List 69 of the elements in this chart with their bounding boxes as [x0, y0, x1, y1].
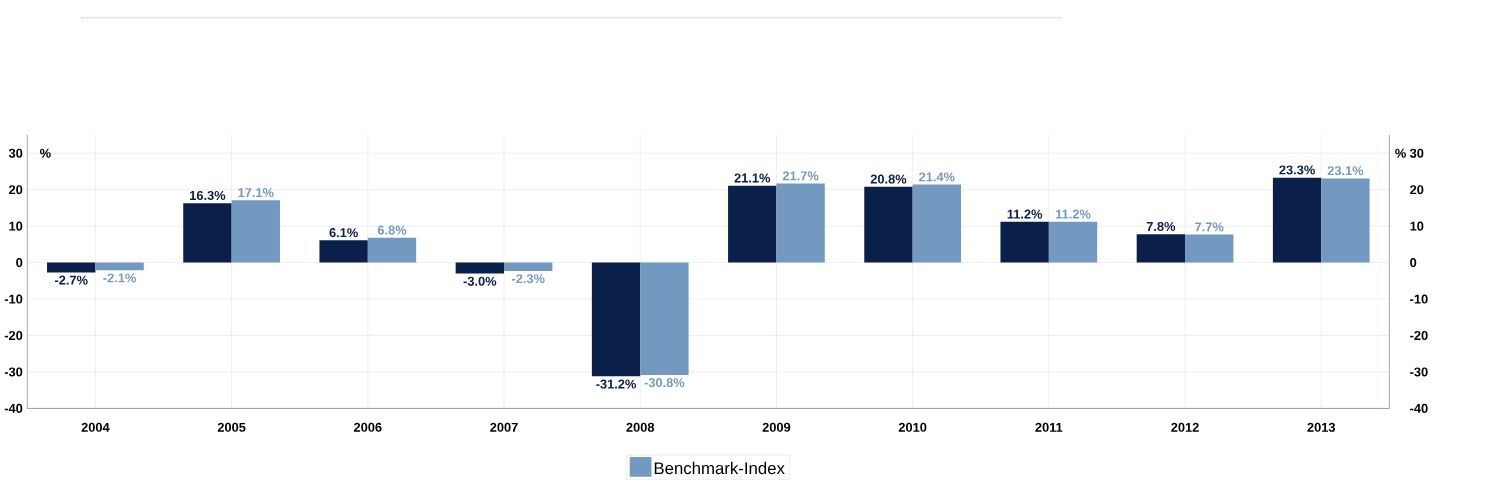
y2-tick-label: -20: [1410, 330, 1428, 341]
y-tick-label: -10: [4, 294, 23, 304]
y-tick-label: 30: [8, 148, 23, 158]
x-tick-label: 2007: [490, 422, 518, 432]
y-tick-label: -40: [4, 403, 23, 413]
data-label: 16.3%: [190, 190, 226, 200]
y-tick-label: 0: [16, 258, 23, 268]
bar: [1048, 221, 1098, 263]
x-tick-label: 2005: [217, 422, 246, 432]
y2-tick-label: 30: [1409, 148, 1424, 158]
bar: [1000, 221, 1049, 263]
y-tick-label: 20: [9, 185, 23, 195]
bar: [864, 186, 913, 263]
bar: [231, 200, 280, 263]
y2-tick-label: -30: [1410, 367, 1428, 377]
x-tick-label: 2006: [353, 422, 382, 432]
y2-tick-label: 20: [1410, 185, 1424, 195]
bar: [183, 203, 232, 263]
data-label: 7.7%: [1195, 222, 1224, 232]
bar: [1136, 234, 1186, 263]
bar: [912, 184, 961, 263]
x-tick-label: 2004: [81, 422, 110, 432]
data-label: 11.2%: [1007, 209, 1043, 219]
y-axis-title: %: [39, 148, 51, 158]
y2-tick-label: -40: [1410, 403, 1428, 413]
data-label: 6.1%: [329, 228, 358, 238]
y-tick-label: -30: [4, 367, 23, 377]
data-label: 7.8%: [1146, 221, 1176, 231]
data-label: -30.8%: [644, 378, 685, 388]
bar: [591, 262, 641, 377]
data-label: 21.7%: [782, 171, 819, 181]
data-label: 21.1%: [734, 173, 771, 183]
bar: [319, 240, 368, 263]
bar: [504, 262, 553, 271]
y2-tick-label: -10: [1410, 294, 1428, 304]
x-tick-label: 2008: [626, 422, 655, 432]
data-label: 23.3%: [1279, 165, 1315, 175]
x-tick-label: 2010: [898, 422, 927, 432]
data-label: -2.3%: [511, 274, 545, 284]
y-tick-label: -20: [4, 330, 23, 341]
bar: [1185, 234, 1234, 263]
bar: [776, 183, 825, 263]
y2-tick-label: 0: [1410, 258, 1417, 268]
y-tick-label: 10: [9, 221, 23, 231]
data-label: 21.4%: [919, 172, 955, 182]
bar: [455, 262, 505, 274]
data-label: -2.7%: [54, 275, 88, 285]
bar: [95, 262, 144, 271]
data-label: 20.8%: [870, 174, 907, 184]
data-label: 11.2%: [1055, 209, 1091, 219]
y2-tick-label: 10: [1410, 221, 1424, 231]
data-label: -3.0%: [463, 276, 497, 286]
data-label: 17.1%: [238, 188, 274, 198]
legend-label: Benchmark-Index: [654, 461, 785, 475]
data-label: -31.2%: [596, 379, 637, 389]
bar: [640, 262, 689, 375]
x-tick-label: 2011: [1035, 422, 1063, 432]
bar: [1272, 177, 1322, 263]
bar: [1321, 178, 1370, 263]
data-label: 23.1%: [1327, 166, 1364, 176]
bar: [728, 185, 777, 263]
x-tick-label: 2009: [762, 422, 791, 432]
data-label: 6.8%: [377, 225, 407, 235]
bar: [47, 262, 96, 273]
data-label: -2.1%: [103, 273, 136, 283]
x-tick-label: 2012: [1171, 422, 1199, 432]
x-tick-label: 2013: [1307, 422, 1336, 432]
y2-axis-title: %: [1395, 148, 1406, 158]
bar: [367, 237, 417, 263]
